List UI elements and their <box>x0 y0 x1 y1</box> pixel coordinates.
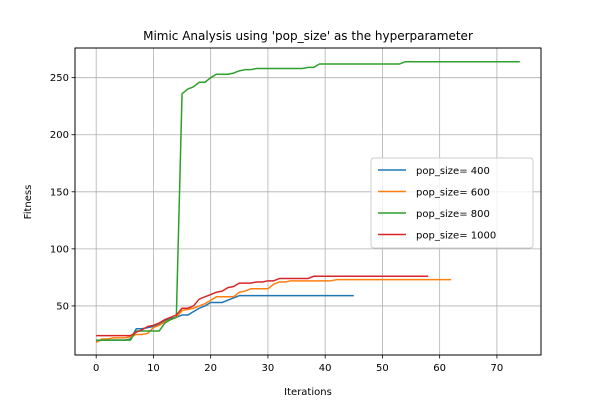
legend-label: pop_size= 1000 <box>416 231 496 242</box>
x-tick-label: 20 <box>204 363 217 374</box>
legend-label: pop_size= 400 <box>416 166 490 177</box>
y-axis-label: Fitness <box>23 185 34 220</box>
y-tick-label: 200 <box>50 130 69 141</box>
legend: pop_size= 400 pop_size= 600 pop_size= 800 p… <box>370 157 534 249</box>
chart-title: Mimic Analysis using 'pop_size' as the h… <box>143 29 473 43</box>
x-tick-label: 40 <box>319 363 332 374</box>
series-line-1 <box>96 294 354 343</box>
series-lines <box>95 60 520 344</box>
axis-ticks: 0 10 20 30 40 50 60 70 50 100 150 200 250 <box>50 73 503 374</box>
plot-frame <box>74 47 542 356</box>
x-axis-label: Iterations <box>284 387 332 398</box>
x-tick-label: 30 <box>262 363 275 374</box>
legend-box <box>370 157 534 249</box>
y-tick-label: 250 <box>50 73 69 84</box>
series-line-4 <box>96 275 429 337</box>
x-tick-label: 60 <box>433 363 446 374</box>
legend-label: pop_size= 800 <box>416 209 490 220</box>
series-line-2 <box>95 278 452 344</box>
y-tick-label: 50 <box>56 301 69 312</box>
x-tick-label: 10 <box>147 363 160 374</box>
x-tick-label: 70 <box>491 363 504 374</box>
y-tick-label: 150 <box>50 187 69 198</box>
series-line-3 <box>96 60 520 341</box>
x-tick-label: 0 <box>93 363 99 374</box>
x-tick-label: 50 <box>376 363 389 374</box>
legend-label: pop_size= 600 <box>416 188 490 199</box>
y-tick-label: 100 <box>50 244 69 255</box>
